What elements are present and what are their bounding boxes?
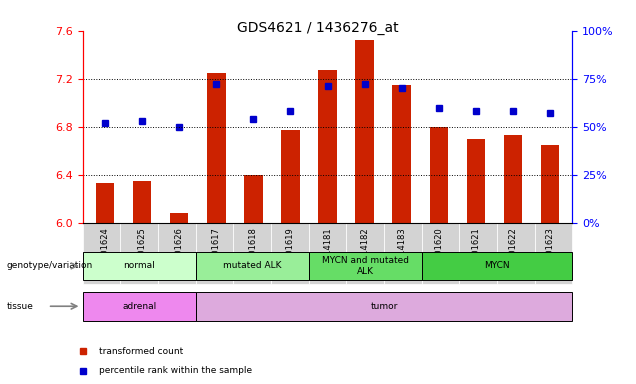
Text: adrenal: adrenal [122, 302, 156, 311]
Text: transformed count: transformed count [99, 347, 183, 356]
Bar [133, 181, 151, 223]
Bar [95, 183, 114, 223]
Text: tissue: tissue [6, 302, 33, 311]
Bar [318, 70, 337, 223]
Bar [429, 127, 448, 223]
Text: MYCN and mutated
ALK: MYCN and mutated ALK [322, 256, 409, 276]
Bar [207, 73, 226, 223]
Text: mutated ALK: mutated ALK [223, 262, 282, 270]
Text: percentile rank within the sample: percentile rank within the sample [99, 366, 252, 375]
Text: genotype/variation: genotype/variation [6, 262, 93, 270]
Bar [467, 139, 485, 223]
Bar [541, 145, 560, 223]
Text: GDS4621 / 1436276_at: GDS4621 / 1436276_at [237, 21, 399, 35]
Bar [504, 135, 522, 223]
Text: normal: normal [123, 262, 155, 270]
Bar [356, 40, 374, 223]
Text: MYCN: MYCN [484, 262, 510, 270]
Bar [244, 175, 263, 223]
Bar [281, 130, 300, 223]
Bar [392, 85, 411, 223]
Bar [170, 213, 188, 223]
Text: tumor: tumor [370, 302, 398, 311]
